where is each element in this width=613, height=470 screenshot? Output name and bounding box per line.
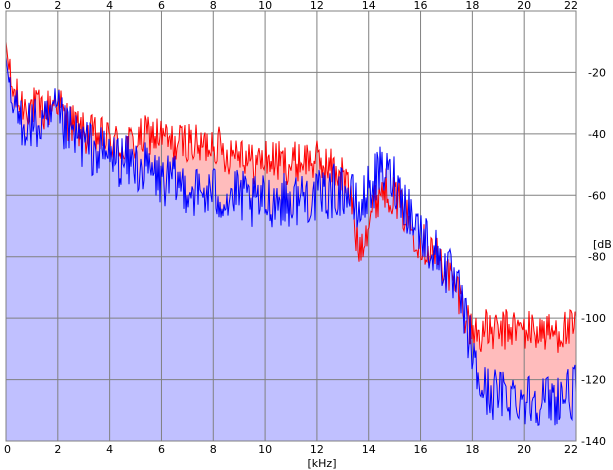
y-tick-labels: -20 -40 -60 -80 -100 -120 -140 <box>581 66 606 448</box>
x-tick-label-top: 20 <box>517 0 531 12</box>
x-tick-label-top: 8 <box>210 0 217 12</box>
red-series-line <box>5 41 577 353</box>
x-tick-label-top: 10 <box>258 0 272 12</box>
y-tick-label: -120 <box>581 374 606 387</box>
y-tick-label: -40 <box>588 128 606 141</box>
y-tick-label: -20 <box>588 66 606 79</box>
x-tick-label-top: 14 <box>362 0 376 12</box>
y-tick-label: -80 <box>588 251 606 264</box>
y-tick-label: -140 <box>581 435 606 448</box>
x-tick-label-top: 4 <box>106 0 113 12</box>
x-tick-label-bottom: 20 <box>517 443 531 456</box>
y-tick-label: -100 <box>581 312 606 325</box>
blue-series-area <box>6 57 576 441</box>
x-tick-label-top: 12 <box>310 0 324 12</box>
blue-series-line <box>5 57 577 426</box>
series-fills <box>6 41 576 441</box>
x-tick-label-bottom: 4 <box>106 443 113 456</box>
x-tick-labels-bottom: 0 2 4 6 8 10 12 14 16 18 20 22 <box>4 443 578 456</box>
x-tick-label-bottom: 10 <box>258 443 272 456</box>
x-tick-label-top: 16 <box>414 0 428 12</box>
y-tick-label: -60 <box>588 189 606 202</box>
x-tick-label-top: 6 <box>158 0 165 12</box>
x-tick-label-top: 18 <box>465 0 479 12</box>
y-axis-label: [dB] <box>593 238 613 251</box>
plot-frame <box>5 10 577 442</box>
x-tick-label-bottom: 0 <box>4 443 11 456</box>
x-tick-label-bottom: 22 <box>564 443 578 456</box>
x-tick-label-top: 22 <box>564 0 578 12</box>
x-tick-label-bottom: 16 <box>414 443 428 456</box>
series-lines <box>5 41 577 426</box>
x-tick-label-top: 2 <box>54 0 61 12</box>
x-tick-label-top: 0 <box>4 0 11 12</box>
x-tick-label-bottom: 2 <box>54 443 61 456</box>
x-tick-label-bottom: 8 <box>210 443 217 456</box>
x-tick-label-bottom: 14 <box>362 443 376 456</box>
x-axis-label: [kHz] <box>308 457 337 470</box>
x-tick-label-bottom: 12 <box>310 443 324 456</box>
x-tick-label-bottom: 18 <box>465 443 479 456</box>
x-tick-label-bottom: 6 <box>158 443 165 456</box>
x-tick-labels-top: 0 2 4 6 8 10 12 14 16 18 20 22 <box>4 0 578 12</box>
